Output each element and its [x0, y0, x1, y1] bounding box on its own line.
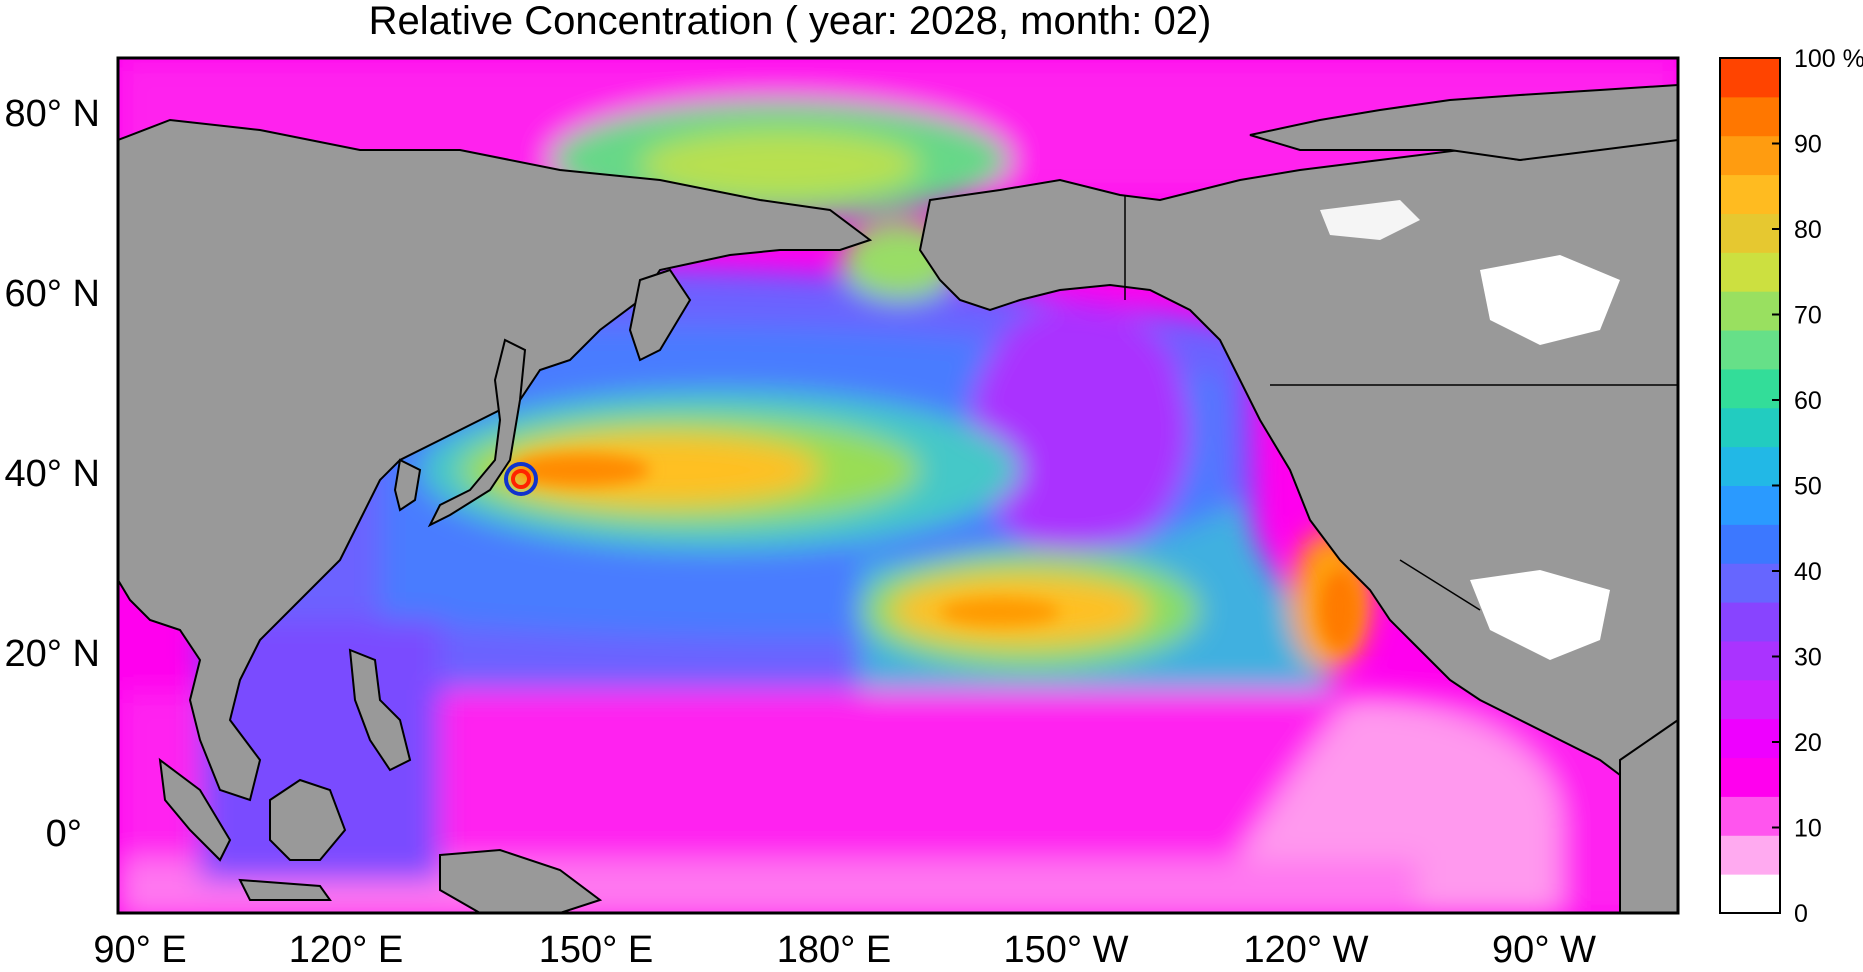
colorbar-tick-label: 10 — [1794, 815, 1822, 843]
colorbar-tick-label: 40 — [1794, 558, 1822, 586]
colorbar-swatch — [1720, 835, 1780, 875]
lon-label-120e: 120° E — [289, 929, 404, 971]
colorbar-swatch — [1720, 291, 1780, 331]
colorbar-swatch — [1720, 58, 1780, 98]
map-frame — [116, 56, 1680, 915]
colorbar-swatch — [1720, 796, 1780, 836]
lat-label-60n: 60° N — [5, 273, 100, 315]
colorbar-swatch — [1720, 718, 1780, 759]
political-borders — [1124, 195, 1678, 611]
lon-label-120w: 120° W — [1243, 929, 1368, 971]
colorbar-swatch — [1720, 96, 1780, 137]
lat-label-0: 0° — [46, 813, 82, 855]
asia-landmass — [118, 118, 873, 802]
colorbar-swatch — [1720, 330, 1780, 370]
borneo — [269, 778, 347, 861]
japan — [427, 338, 527, 528]
lon-label-150w: 150° W — [1003, 929, 1128, 971]
colorbar-tick-label: 100 % — [1794, 45, 1863, 73]
colorbar: 0 10 20 30 40 50 60 70 80 90 100 % — [1719, 45, 1863, 928]
colorbar-tick-label: 20 — [1794, 729, 1822, 757]
colorbar-swatch — [1720, 213, 1780, 253]
release-point-marker[interactable] — [504, 462, 538, 496]
colorbar-swatch — [1720, 446, 1780, 486]
colorbar-swatch — [1720, 640, 1780, 681]
colorbar-swatch — [1720, 174, 1780, 214]
lat-label-20n: 20° N — [5, 633, 100, 675]
korea — [393, 458, 422, 512]
philippines — [348, 648, 412, 772]
lat-label-40n: 40° N — [5, 453, 100, 495]
colorbar-tick-label: 60 — [1794, 387, 1822, 415]
colorbar-tick-label: 30 — [1794, 644, 1822, 672]
colorbar-swatch — [1720, 407, 1780, 448]
colorbar-swatch — [1720, 368, 1780, 409]
map-title: Relative Concentration ( year: 2028, mon… — [368, 0, 1212, 43]
south-america — [1619, 718, 1678, 913]
colorbar-tick-label: 0 — [1794, 900, 1808, 928]
kamchatka — [628, 268, 692, 362]
colorbar-swatch — [1720, 679, 1780, 720]
lon-label-150e: 150° E — [539, 929, 654, 971]
lat-axis: 80° N 60° N 40° N 20° N 0° — [5, 93, 100, 855]
colorbar-swatch — [1720, 757, 1780, 797]
colorbar-swatch — [1720, 563, 1780, 603]
lat-label-80n: 80° N — [5, 93, 100, 135]
colorbar-swatch — [1720, 135, 1780, 176]
colorbar-swatch — [1720, 252, 1780, 292]
colorbar-tick-label: 80 — [1794, 216, 1822, 244]
new-guinea — [439, 848, 603, 913]
colorbar-swatch — [1720, 524, 1780, 564]
colorbar-tick-label: 90 — [1794, 131, 1822, 159]
arctic-islands — [1249, 83, 1678, 162]
no-data-areas — [1320, 200, 1620, 660]
lon-axis: 90° E 120° E 150° E 180° E 150° W 120° W… — [93, 929, 1596, 971]
lon-label-90w: 90° W — [1492, 929, 1596, 971]
lon-label-180e: 180° E — [777, 929, 892, 971]
colorbar-tick-label: 50 — [1794, 473, 1822, 501]
colorbar-swatch — [1720, 602, 1780, 642]
colorbar-swatch — [1720, 874, 1780, 914]
map-area[interactable] — [118, 58, 1678, 920]
colorbar-swatch — [1720, 485, 1780, 525]
sumatra — [158, 757, 232, 862]
java — [238, 878, 332, 901]
colorbar-tick-label: 70 — [1794, 302, 1822, 330]
lon-label-90e: 90° E — [93, 929, 186, 971]
